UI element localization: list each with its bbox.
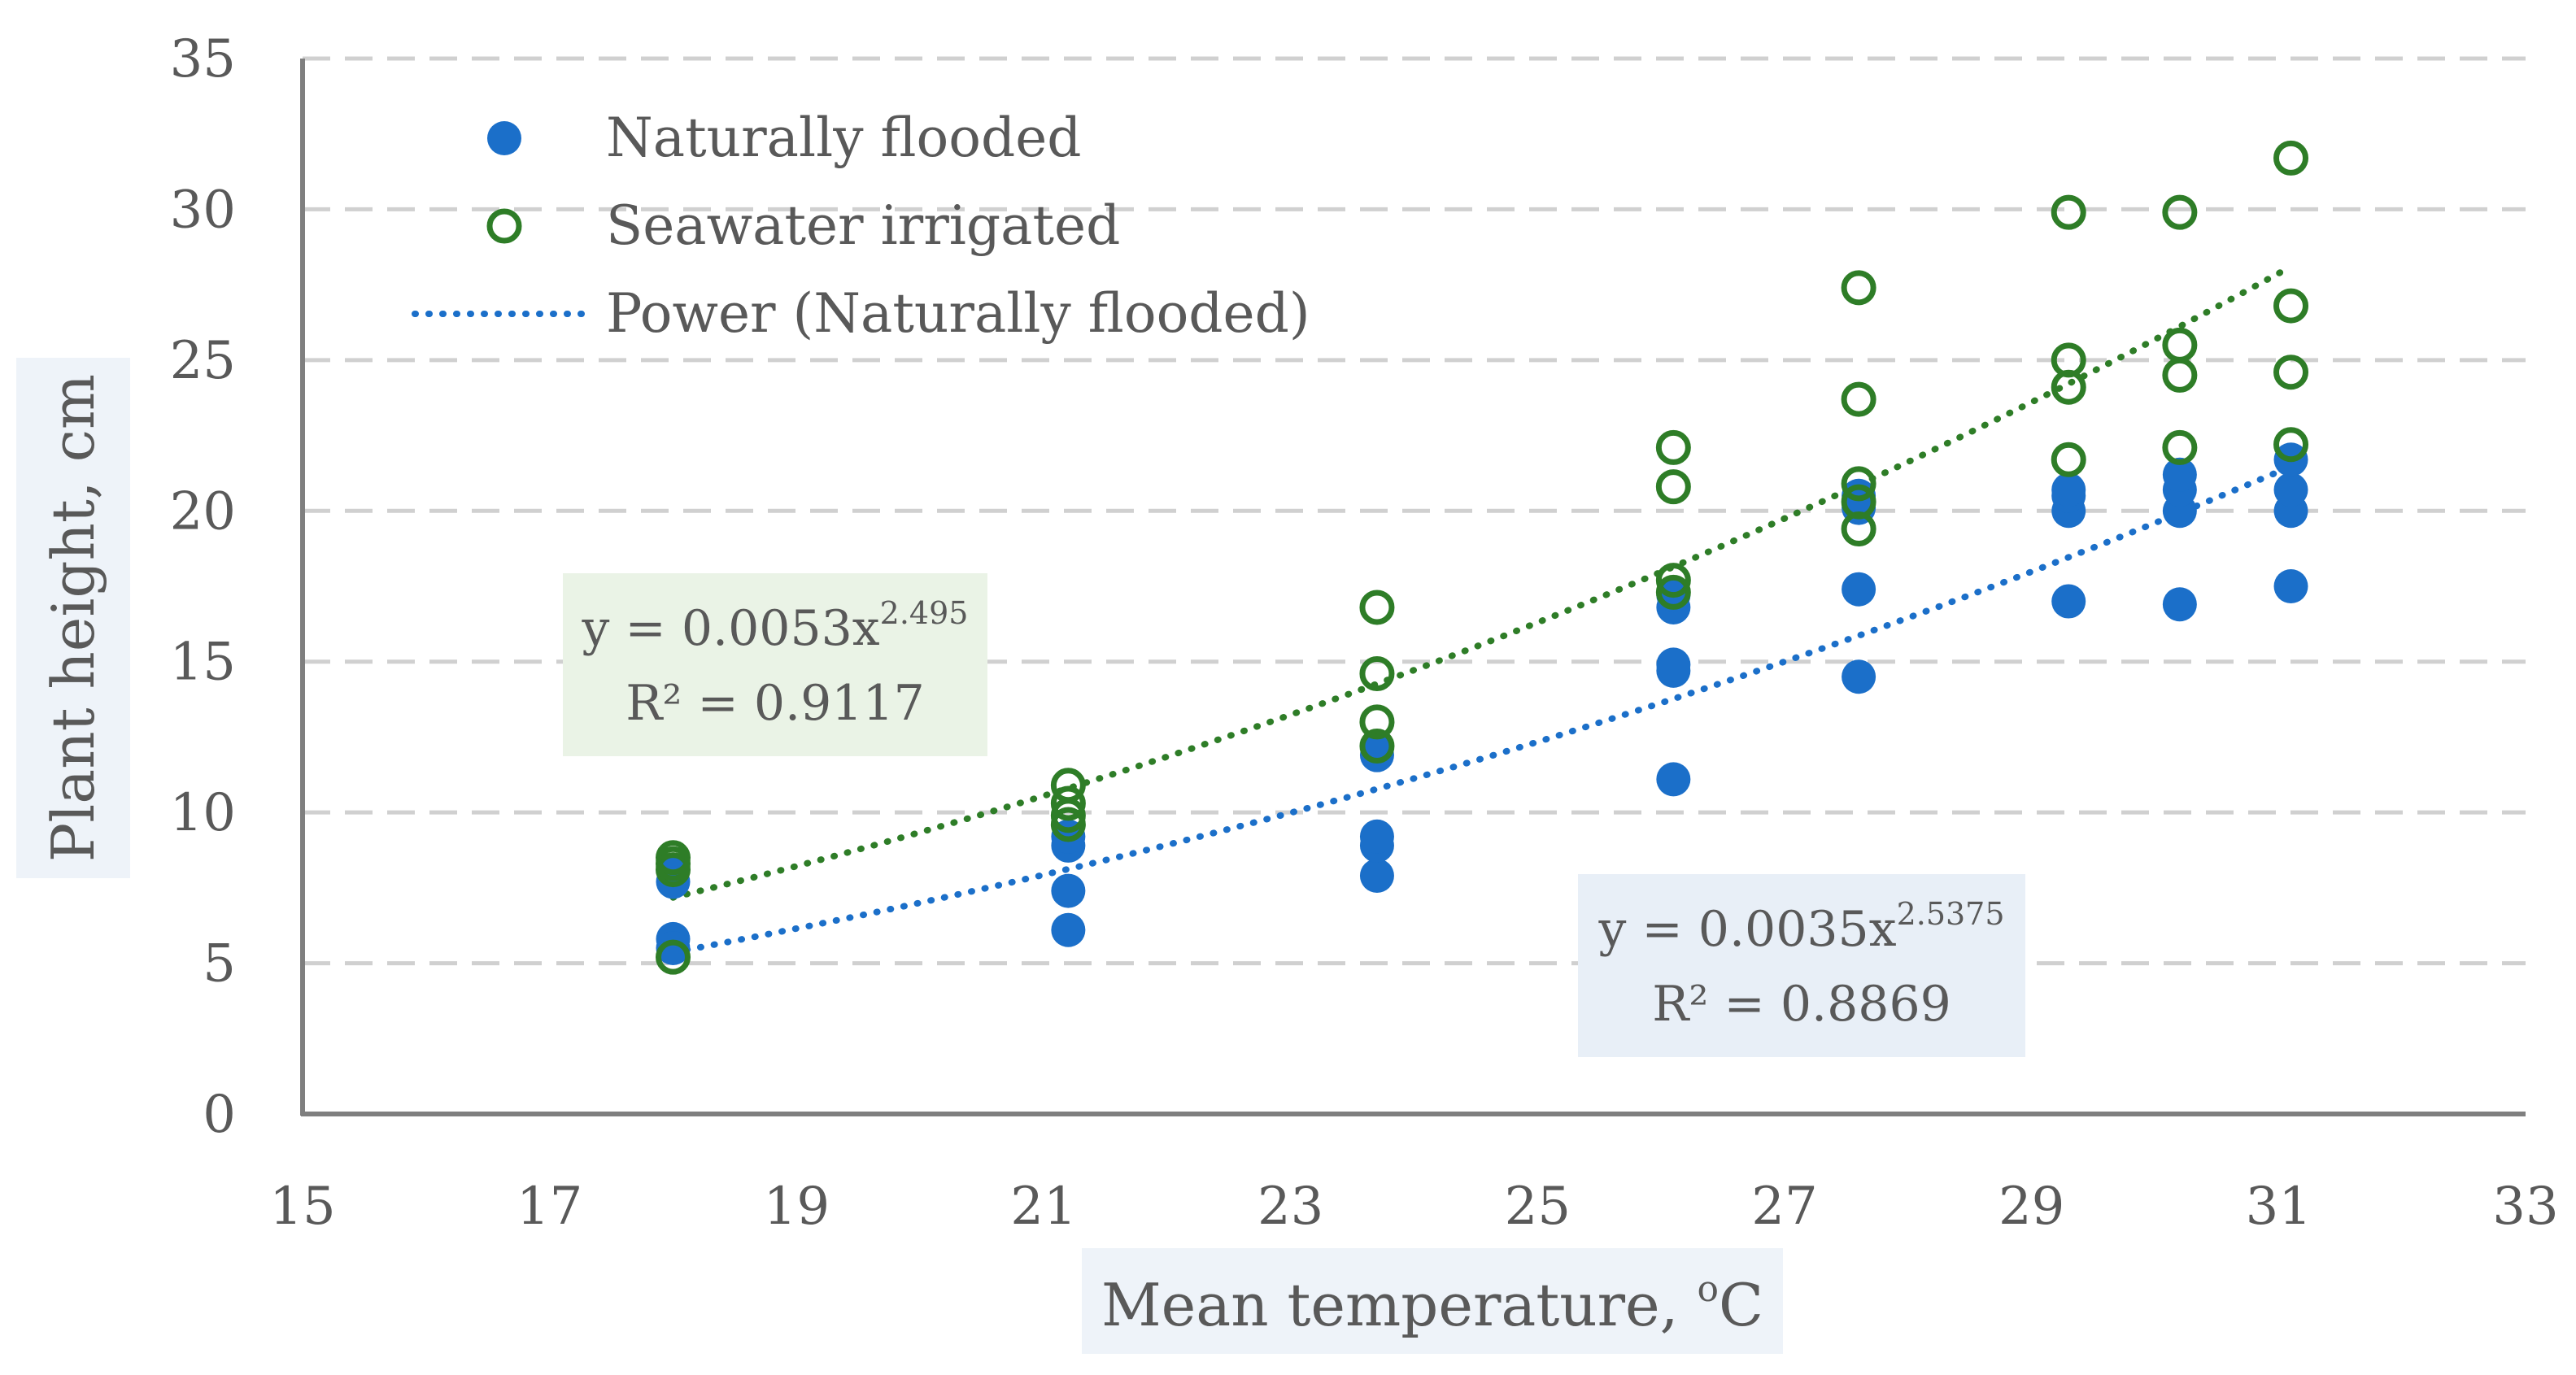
point-seawater-irrigated [2162, 194, 2198, 230]
x-tick-label: 23 [1257, 1177, 1323, 1237]
equation-box-seawater [563, 573, 987, 756]
point-seawater-irrigated [1655, 574, 1691, 610]
point-naturally-flooded [1051, 873, 1086, 908]
gridlines [303, 56, 2526, 966]
y-tick-label: 25 [170, 331, 236, 391]
axes [300, 59, 2526, 1116]
x-tick-label: 17 [517, 1177, 582, 1237]
point-seawater-irrigated [2273, 140, 2309, 176]
equation-box-naturally-flooded [1578, 874, 2025, 1057]
legend-marker-seawater-irrigated [486, 208, 522, 244]
x-tick-label: 27 [1751, 1177, 1817, 1237]
equation-seawater: y = 0.0053x2.495 [582, 595, 969, 657]
y-tick-label: 20 [170, 481, 236, 542]
point-seawater-irrigated [2162, 327, 2198, 363]
point-seawater-irrigated [2162, 429, 2198, 465]
point-naturally-flooded [2162, 587, 2197, 622]
point-seawater-irrigated [1359, 590, 1395, 625]
trendline-equations: y = 0.0053x2.495 R² = 0.9117 y = 0.0035x2.… [563, 573, 2025, 1057]
y-tick-label: 30 [170, 180, 236, 240]
point-seawater-irrigated [1841, 466, 1876, 502]
point-seawater-irrigated [1655, 469, 1691, 505]
point-naturally-flooded [1656, 762, 1691, 797]
axis-titles: Plant height, cm Mean temperature, oC [16, 358, 1783, 1354]
point-seawater-irrigated [1841, 484, 1876, 520]
x-axis-title-bg [1082, 1248, 1783, 1354]
point-seawater-irrigated [2273, 427, 2309, 463]
point-seawater-irrigated [1655, 563, 1691, 598]
r-squared-naturally-flooded: R² = 0.8869 [1652, 976, 1951, 1033]
point-seawater-irrigated [1359, 729, 1395, 764]
point-seawater-irrigated [656, 939, 691, 975]
x-tick-label: 21 [1010, 1177, 1076, 1237]
point-naturally-flooded [1842, 659, 1876, 694]
trendline-naturally-flooded [669, 463, 2295, 956]
point-naturally-flooded [1842, 572, 1876, 607]
r-squared-seawater: R² = 0.9117 [625, 675, 925, 732]
legend-marker-naturally-flooded [487, 121, 521, 155]
legend-label: Naturally flooded [606, 107, 1082, 169]
x-tick-label: 29 [1998, 1177, 2064, 1237]
point-seawater-irrigated [1655, 429, 1691, 465]
legend-label: Seawater irrigated [606, 194, 1120, 257]
point-seawater-irrigated [1359, 704, 1395, 740]
legend: Naturally flooded Seawater irrigated Power… [412, 107, 1310, 345]
point-seawater-irrigated [656, 840, 691, 876]
trendline-seawater-irrigated [669, 263, 2295, 901]
legend-label: Power (Naturally flooded) [606, 282, 1310, 345]
x-tick-label: 15 [269, 1177, 335, 1237]
x-tick-label: 25 [1505, 1177, 1571, 1237]
trendlines [669, 263, 2295, 956]
x-tick-label: 31 [2246, 1177, 2312, 1237]
equation-naturally-flooded: y = 0.0035x2.5375 [1597, 896, 2004, 958]
point-naturally-flooded [656, 931, 691, 966]
y-tick-label: 5 [203, 934, 236, 994]
point-seawater-irrigated [2051, 194, 2086, 230]
y-axis-title: Plant height, cm [39, 374, 107, 862]
point-naturally-flooded [1359, 859, 1394, 894]
y-axis-title-bg [16, 358, 130, 878]
point-naturally-flooded [2162, 457, 2197, 492]
point-seawater-irrigated [2051, 342, 2086, 378]
point-seawater-irrigated [2162, 357, 2198, 393]
point-naturally-flooded [1359, 819, 1394, 854]
point-seawater-irrigated [1050, 768, 1086, 803]
x-tick-label: 33 [2492, 1177, 2558, 1237]
point-seawater-irrigated [1050, 785, 1086, 821]
point-seawater-irrigated [2273, 355, 2309, 390]
tick-labels: 0 5 10 15 20 25 30 35 15 17 19 21 23 25 27 29 31 33 [170, 29, 2559, 1237]
point-naturally-flooded [2051, 584, 2086, 619]
point-seawater-irrigated [1841, 270, 1876, 306]
y-tick-label: 35 [170, 29, 236, 89]
point-seawater-irrigated [1841, 381, 1876, 417]
point-seawater-irrigated [2051, 442, 2086, 477]
data-points [656, 140, 2309, 975]
point-naturally-flooded [2051, 472, 2086, 507]
point-naturally-flooded [2273, 472, 2308, 507]
point-naturally-flooded [1656, 647, 1691, 682]
y-tick-label: 10 [170, 783, 236, 843]
point-naturally-flooded [1051, 912, 1086, 947]
y-tick-label: 15 [170, 633, 236, 693]
x-axis-title: Mean temperature, oC [1101, 1268, 1763, 1339]
point-naturally-flooded [2273, 569, 2308, 603]
point-seawater-irrigated [1359, 656, 1395, 692]
point-seawater-irrigated [2273, 288, 2309, 324]
y-tick-label: 0 [203, 1085, 236, 1145]
x-tick-label: 19 [764, 1177, 830, 1237]
